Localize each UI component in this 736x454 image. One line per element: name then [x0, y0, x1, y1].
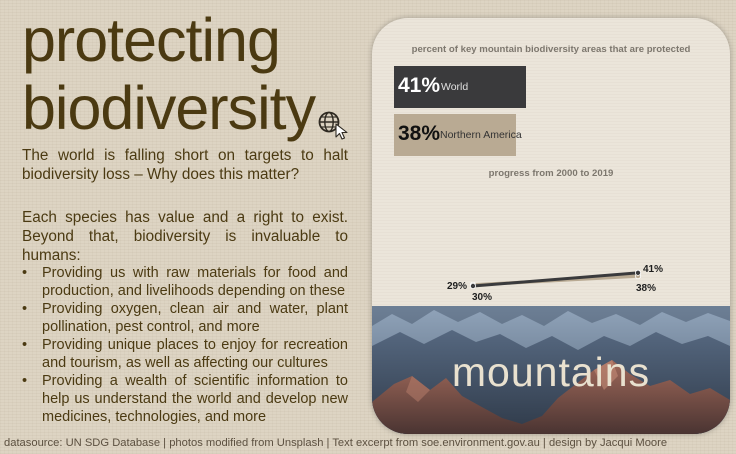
- bar-northern-america[interactable]: 38% Northern America: [394, 114, 522, 156]
- list-item: Providing unique places to enjoy for rec…: [22, 336, 348, 372]
- data-label-world: 29%: [447, 281, 467, 292]
- globe-cursor-icon: [318, 111, 348, 140]
- progress-title: progress from 2000 to 2019: [488, 168, 614, 179]
- list-item: Providing oxygen, clean air and water, p…: [22, 300, 348, 336]
- mountain-panel: percent of key mountain biodiversity are…: [372, 18, 730, 434]
- intro-text: The world is falling short on targets to…: [22, 147, 348, 183]
- bar-world-value: 41%: [398, 74, 441, 97]
- title-line-2: biodiversity: [22, 74, 316, 142]
- bar-world-label: World: [441, 81, 469, 93]
- title-line-1: protecting: [22, 6, 281, 74]
- bar-northern-america-value: 38%: [398, 122, 441, 145]
- data-point-world[interactable]: [470, 282, 477, 289]
- list-item: Providing us with raw materials for food…: [22, 264, 348, 300]
- series-line-world: [471, 271, 640, 288]
- bar-world[interactable]: 41% World: [394, 66, 526, 108]
- value-text: Each species has value and a right to ex…: [22, 209, 348, 264]
- bar-northern-america-label: Northern America: [440, 129, 522, 141]
- data-label-northern-america: 30%: [472, 292, 492, 303]
- mountains-label: mountains: [451, 349, 651, 395]
- progress-line-chart: 29% 30% 41% 38%: [447, 264, 663, 303]
- benefits-list: Providing us with raw materials for food…: [22, 264, 348, 426]
- data-label-world: 41%: [643, 264, 663, 275]
- data-point-world[interactable]: [634, 269, 641, 276]
- list-item: Providing a wealth of scientific informa…: [22, 372, 348, 426]
- data-label-northern-america: 38%: [636, 283, 656, 294]
- panel-header: percent of key mountain biodiversity are…: [411, 44, 691, 55]
- footer-credits: datasource: UN SDG Database | photos mod…: [4, 437, 668, 449]
- mountain-photo: [372, 306, 730, 434]
